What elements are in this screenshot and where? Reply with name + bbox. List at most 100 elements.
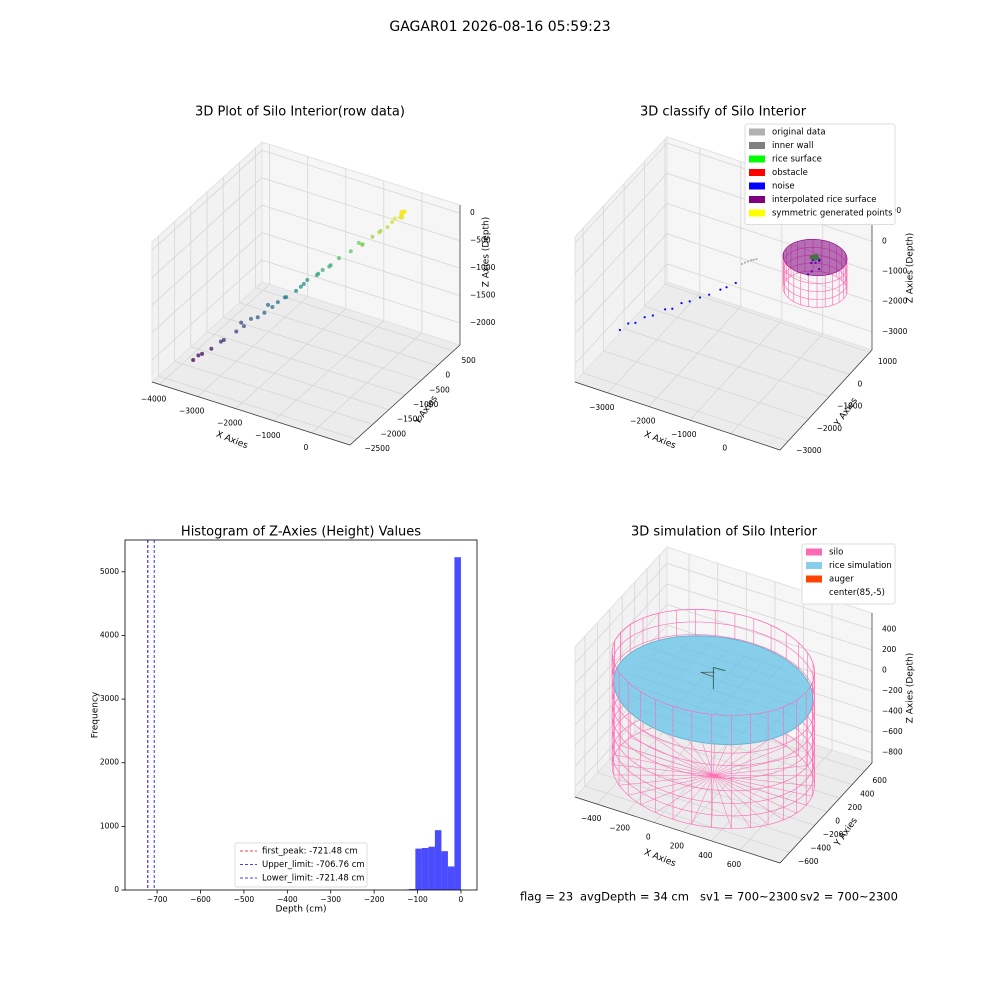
legend-label: original data xyxy=(772,128,826,138)
legend-swatch xyxy=(749,169,765,176)
silo-floor-spoke xyxy=(713,775,807,806)
data-point xyxy=(248,316,253,321)
x-tick-label: −500 xyxy=(234,895,255,904)
z-tick-label: −800 xyxy=(882,748,903,757)
z-tick-label: −2000 xyxy=(470,318,496,327)
grid-line xyxy=(666,263,873,333)
x-axis-line xyxy=(574,381,781,451)
silo-floor-spoke xyxy=(672,775,714,820)
auger xyxy=(712,666,726,690)
chart-title: 3D Plot of Silo Interior(row data) xyxy=(195,105,405,120)
grid-line xyxy=(730,333,824,434)
grid-line xyxy=(666,563,873,630)
y-tick-label: 3000 xyxy=(100,694,119,703)
legend-label: inner wall xyxy=(772,141,813,151)
legend-box xyxy=(801,543,896,605)
data-point xyxy=(390,220,395,225)
data-point xyxy=(755,257,758,261)
x-tick-label: −200 xyxy=(609,823,630,832)
z-tick-label: 0 xyxy=(470,208,475,217)
legend-swatch xyxy=(806,562,822,569)
silo-floor-spoke xyxy=(713,755,799,776)
z-tick-label: 0 xyxy=(882,666,887,675)
data-point xyxy=(196,353,201,358)
x-tick-label: −2000 xyxy=(217,419,243,428)
data-point xyxy=(719,288,722,291)
z-tick-label: −600 xyxy=(882,727,903,736)
legend-swatch xyxy=(806,575,822,583)
y-tick-label: 1000 xyxy=(100,821,119,830)
grid-line xyxy=(574,233,668,334)
grid-line xyxy=(574,142,668,244)
z-tick-label: −200 xyxy=(882,686,903,695)
data-point xyxy=(305,277,310,282)
grid-line xyxy=(664,283,871,353)
x-tick-label: −4000 xyxy=(141,394,167,403)
chart-title: Histogram of Z-Axies (Height) Values xyxy=(181,525,421,540)
legend-label: symmetric generated points xyxy=(772,209,893,219)
data-point xyxy=(301,281,306,286)
bar xyxy=(415,848,422,890)
silo-floor-spoke xyxy=(655,775,714,813)
data-point xyxy=(746,260,750,263)
footer-text: sv2 = 700~2300 xyxy=(800,890,898,904)
y-tick-label: −3000 xyxy=(796,446,822,455)
legend-label: interpolated rice surface xyxy=(772,195,877,205)
legend-label: center(85,-5) xyxy=(829,588,885,598)
legend-swatch xyxy=(749,196,765,203)
grid-line xyxy=(574,563,668,664)
x-tick-label: −2000 xyxy=(630,416,656,425)
data-point xyxy=(234,329,239,334)
y-tick-label: −2000 xyxy=(381,429,407,438)
data-point xyxy=(262,310,267,315)
data-point xyxy=(634,321,637,324)
bar xyxy=(441,851,448,890)
y-tick-label: 5000 xyxy=(100,567,119,576)
silo-floor-spoke xyxy=(612,764,714,776)
y-tick-label: −200 xyxy=(823,830,844,839)
y-axis-line xyxy=(349,344,461,446)
legend-swatch xyxy=(806,548,822,556)
legend-swatch xyxy=(749,182,765,190)
x-tick-label: 0 xyxy=(722,444,727,453)
z-tick-label: −1000 xyxy=(882,266,908,275)
y-tick-label: −400 xyxy=(810,844,831,853)
legend-label: silo xyxy=(829,548,843,558)
z-tick-label: −2000 xyxy=(882,297,908,306)
footer-text: flag = 23 xyxy=(520,890,573,904)
y-tick-label: −2500 xyxy=(364,444,390,453)
surface-mesh xyxy=(674,644,799,686)
z-tick-label: 400 xyxy=(882,624,897,633)
x-tick-label: 0 xyxy=(459,895,464,904)
data-point xyxy=(627,322,630,325)
data-point xyxy=(221,337,226,342)
data-point xyxy=(401,209,406,214)
data-point xyxy=(671,307,674,310)
data-point xyxy=(209,346,214,351)
data-point xyxy=(360,242,365,247)
y-tick-label: 0 xyxy=(445,371,450,380)
x-tick-label: 400 xyxy=(698,851,713,860)
legend-box xyxy=(234,842,368,888)
grid-line xyxy=(689,319,783,421)
data-point xyxy=(618,328,621,332)
x-tick-label: 200 xyxy=(670,842,685,851)
x-tick-label: −700 xyxy=(147,895,168,904)
plot-frame xyxy=(124,539,478,891)
y-tick-label: −600 xyxy=(798,857,819,866)
data-point xyxy=(743,261,747,264)
legend-label: Lower_limit: -721.48 cm xyxy=(262,874,364,884)
y-axis-label: Frequency xyxy=(91,691,101,738)
grid-line xyxy=(644,306,850,375)
silo-floor-spoke xyxy=(630,737,714,776)
surface-mesh xyxy=(739,677,794,737)
data-point xyxy=(200,351,205,356)
data-point xyxy=(752,258,755,261)
silo-floor-spoke xyxy=(713,775,815,787)
data-point xyxy=(314,273,319,278)
x-tick-label: −3000 xyxy=(589,403,615,412)
bar xyxy=(454,557,461,890)
x-tick-label: −400 xyxy=(277,895,298,904)
grid-line xyxy=(158,375,357,440)
data-point xyxy=(664,308,667,311)
